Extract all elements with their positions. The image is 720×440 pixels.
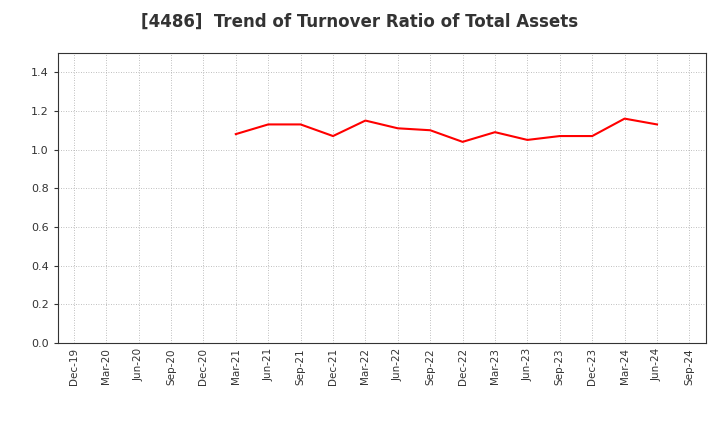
Text: [4486]  Trend of Turnover Ratio of Total Assets: [4486] Trend of Turnover Ratio of Total … [141,13,579,31]
